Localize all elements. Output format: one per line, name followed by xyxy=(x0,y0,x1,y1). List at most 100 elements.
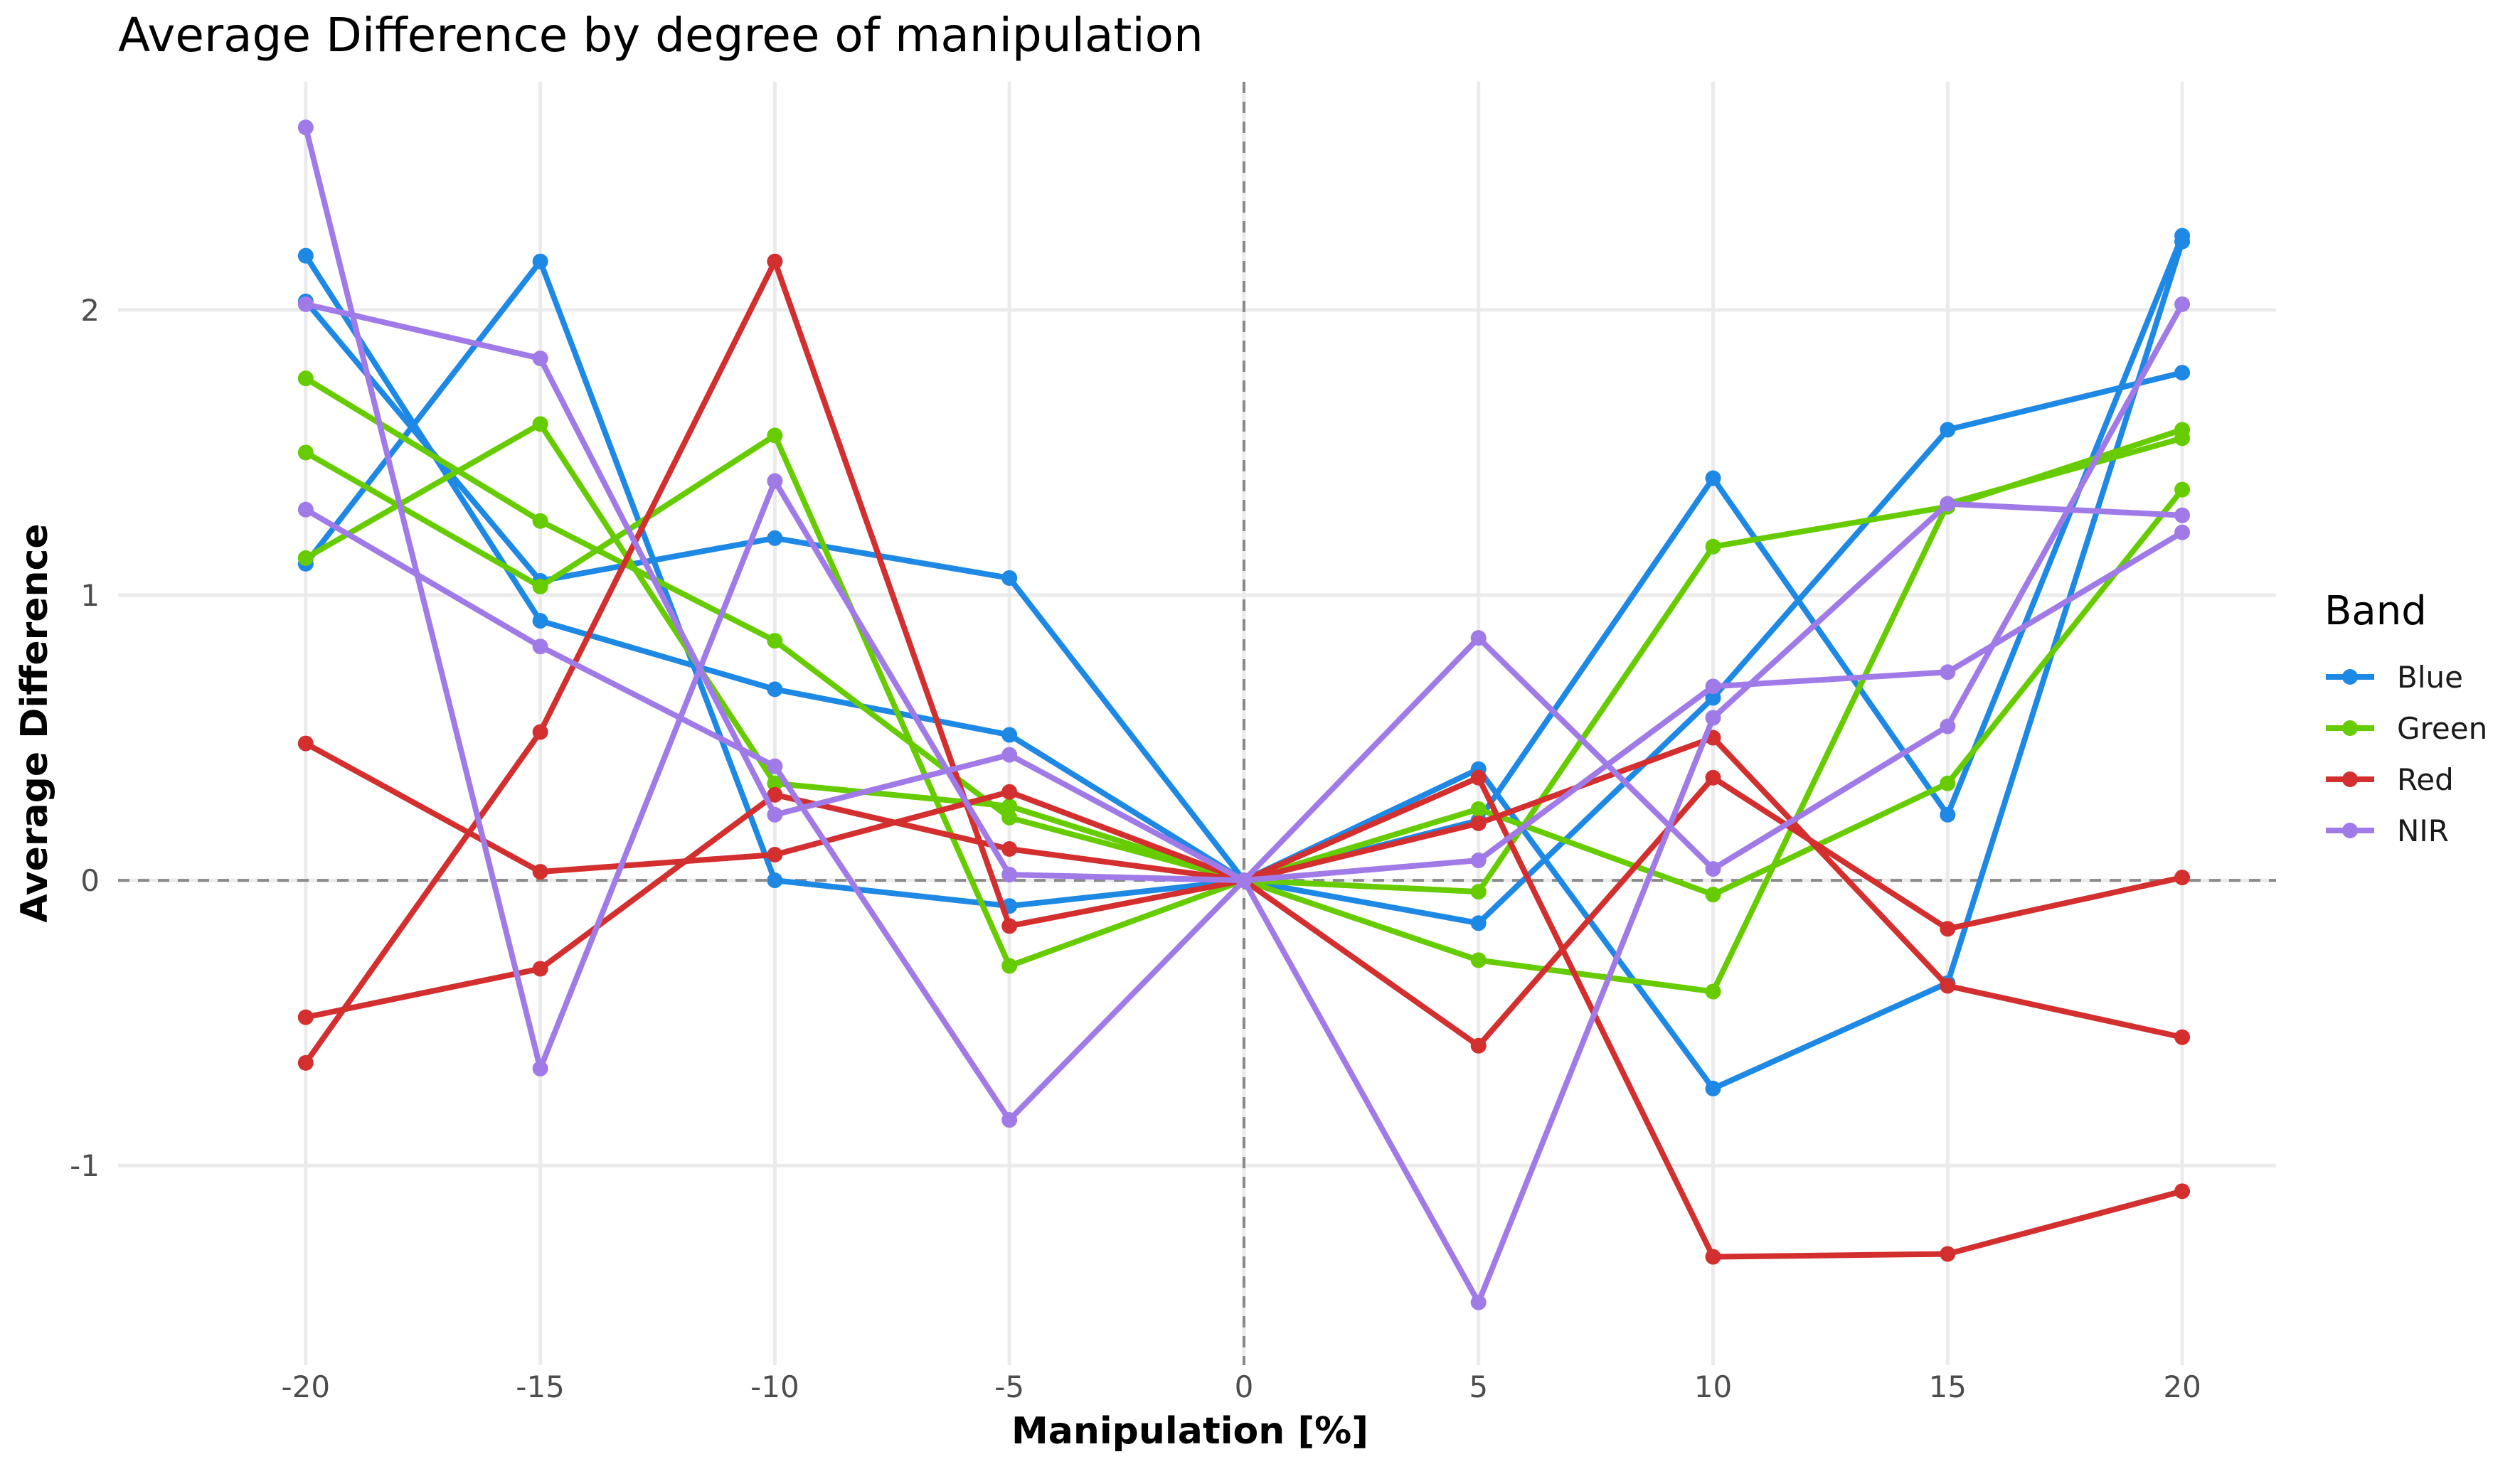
data-point xyxy=(297,247,314,264)
data-point xyxy=(297,735,314,752)
data-point xyxy=(1470,884,1487,900)
x-tick-label: -10 xyxy=(750,1369,799,1404)
data-point xyxy=(1001,798,1018,814)
data-point xyxy=(1705,690,1721,706)
data-point xyxy=(297,501,314,518)
x-tick-label: 10 xyxy=(1694,1369,1732,1404)
data-point xyxy=(532,253,548,269)
data-point xyxy=(532,1060,548,1077)
x-tick-label: 20 xyxy=(2163,1369,2201,1404)
data-point xyxy=(2174,365,2191,381)
data-point xyxy=(2174,507,2191,523)
data-point xyxy=(297,1009,314,1025)
data-point xyxy=(767,872,783,889)
data-point xyxy=(2174,870,2191,886)
data-point xyxy=(1705,538,1721,555)
data-point xyxy=(1001,958,1018,974)
data-point xyxy=(2174,1029,2191,1045)
legend-label: NIR xyxy=(2397,813,2449,848)
data-point xyxy=(532,416,548,432)
data-point xyxy=(532,864,548,880)
data-point xyxy=(1705,1080,1721,1096)
data-point xyxy=(767,775,783,791)
data-point xyxy=(1940,1246,1956,1262)
data-point xyxy=(532,613,548,629)
legend-label: Green xyxy=(2397,711,2487,746)
data-point xyxy=(1705,710,1721,726)
data-point xyxy=(1235,872,1252,889)
data-point xyxy=(1001,747,1018,763)
data-point xyxy=(532,639,548,655)
legend-item-red: Red xyxy=(2326,762,2454,797)
data-point xyxy=(767,633,783,649)
series-layer xyxy=(297,119,2191,1310)
legend-swatch-point xyxy=(2342,771,2358,787)
y-tick-label: 0 xyxy=(80,863,100,898)
x-tick-label: -20 xyxy=(282,1369,331,1404)
data-point xyxy=(532,351,548,367)
data-point xyxy=(1001,840,1018,857)
data-point xyxy=(1470,1294,1487,1310)
data-point xyxy=(1001,727,1018,743)
data-point xyxy=(1470,801,1487,817)
data-point xyxy=(532,578,548,594)
data-point xyxy=(1470,1037,1487,1054)
data-point xyxy=(1470,853,1487,869)
data-point xyxy=(1940,978,1956,994)
data-point xyxy=(2174,233,2191,250)
data-point xyxy=(1001,918,1018,934)
data-point xyxy=(767,681,783,698)
data-point xyxy=(1705,769,1721,786)
data-point xyxy=(2174,481,2191,498)
legend-item-green: Green xyxy=(2326,711,2487,746)
y-tick-label: -1 xyxy=(70,1148,100,1183)
y-axis-title: Average Difference xyxy=(14,523,56,922)
data-point xyxy=(1940,664,1956,680)
legend-swatch-point xyxy=(2342,669,2358,685)
data-point xyxy=(1470,915,1487,931)
legend-title: Band xyxy=(2324,588,2427,634)
data-point xyxy=(2174,296,2191,312)
data-point xyxy=(297,1054,314,1071)
legend-label: Red xyxy=(2397,762,2454,797)
data-point xyxy=(532,961,548,977)
data-point xyxy=(1705,470,1721,486)
data-point xyxy=(767,427,783,444)
data-point xyxy=(1940,496,1956,512)
data-point xyxy=(1940,718,1956,734)
data-point xyxy=(1705,887,1721,903)
data-point xyxy=(297,550,314,566)
data-point xyxy=(767,847,783,863)
data-point xyxy=(532,724,548,740)
y-tick-label: 2 xyxy=(80,293,100,328)
data-point xyxy=(767,473,783,489)
series-nir-12 xyxy=(297,496,2191,1310)
x-tick-label: 5 xyxy=(1469,1369,1488,1404)
data-point xyxy=(297,296,314,312)
x-tick-label: -5 xyxy=(994,1369,1024,1404)
data-point xyxy=(1470,815,1487,831)
data-point xyxy=(1705,678,1721,695)
legend-label: Blue xyxy=(2397,660,2463,695)
data-point xyxy=(532,513,548,529)
chart-title: Average Difference by degree of manipula… xyxy=(118,8,1203,63)
data-point xyxy=(767,758,783,774)
data-point xyxy=(2174,430,2191,447)
legend-swatch-point xyxy=(2342,823,2358,838)
data-point xyxy=(2174,1183,2191,1200)
data-point xyxy=(1470,769,1487,786)
y-tick-label: 1 xyxy=(80,578,100,613)
data-point xyxy=(297,370,314,387)
data-point xyxy=(297,119,314,136)
data-point xyxy=(767,806,783,823)
data-point xyxy=(1001,809,1018,826)
x-tick-label: -15 xyxy=(516,1369,565,1404)
data-point xyxy=(767,786,783,803)
data-point xyxy=(1705,861,1721,877)
data-point xyxy=(1940,921,1956,937)
data-point xyxy=(767,253,783,269)
legend-swatch-point xyxy=(2342,720,2358,736)
x-axis-title: Manipulation [%] xyxy=(1011,1410,1368,1453)
